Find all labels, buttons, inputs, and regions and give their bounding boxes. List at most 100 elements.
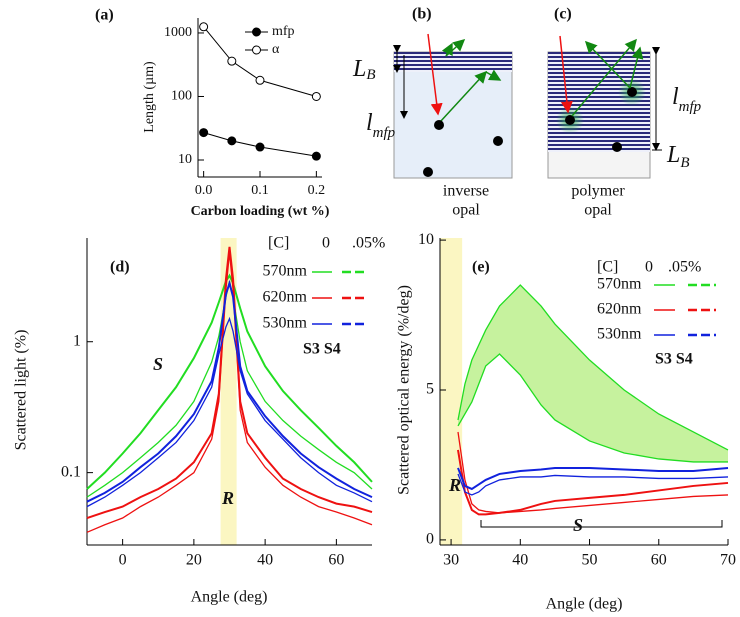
scattered-ray [571,38,637,117]
data-point [255,142,265,152]
data-line [86,316,373,508]
annotation: R [221,488,234,508]
x-axis-label: Angle (deg) [191,589,268,606]
legend-label: 620nm [597,301,642,318]
legend-label: 570nm [263,263,308,280]
scattered-ray [629,46,644,89]
data-point [227,136,237,146]
data-line [203,26,317,97]
scatterer [565,115,575,125]
length-label: LB [352,56,376,84]
x-axis-label: Carbon loading (wt %) [191,204,330,219]
data-line [457,473,729,496]
legend-note: S3 S4 [303,341,341,358]
label-main: L [352,56,366,82]
length-label: LB [666,142,690,172]
diagram-c: (c) lmfp LB polymer opal [547,6,702,219]
data-line [86,279,373,503]
y-tick-label: 5 [426,381,434,398]
legend-marker [252,27,261,37]
legend-header: .05% [352,235,385,252]
x-tick-label: 50 [582,552,598,569]
legend-label: 530nm [597,326,642,343]
x-tick-label: 60 [328,552,344,569]
legend-label: 620nm [263,289,308,306]
annotation: S [573,515,583,535]
legend-label: mfp [272,24,295,39]
legend-label: 530nm [263,315,308,332]
data-line [457,449,729,516]
panel-label: (e) [472,259,490,276]
x-tick-label: 0.0 [195,183,213,198]
caption: polymer [571,183,625,200]
x-tick-label: 40 [512,552,528,569]
annotation: R [448,475,461,495]
length-label: lmfp [672,84,702,116]
opal-layer [394,52,512,72]
legend-header: [C] [597,259,618,276]
scattered-ray [485,69,502,81]
caption: inverse [443,183,489,200]
diagram-b: (b) LB lmfp inverse opal [352,6,513,219]
legend-header: [C] [268,235,289,252]
data-line [203,132,317,157]
scattered-ray [439,70,488,123]
s-bracket [480,520,723,528]
panel-label: (b) [412,6,432,23]
x-axis-label: Angle (deg) [546,596,623,613]
legend-label: α [272,42,280,57]
data-line [457,431,729,514]
scatterer [434,120,444,130]
caption: opal [584,202,612,219]
scattered-ray [441,42,453,57]
scatterer [627,87,637,97]
shaded-region [440,238,463,545]
label-main: l [672,84,679,110]
y-tick-label: 0 [426,531,434,548]
y-tick-label: 1 [73,332,81,349]
caption: opal [452,202,480,219]
data-point [311,151,321,161]
panel-label: (c) [554,6,572,23]
area-fill [458,285,728,462]
y-tick-label: 0.1 [61,463,81,480]
y-tick-label: 1000 [164,25,192,40]
data-line [457,284,729,451]
y-axis-label: Scattered optical energy (%/deg) [396,285,413,495]
data-line [457,466,729,491]
y-tick-label: 10 [178,152,192,167]
label-sub: mfp [679,99,702,115]
x-tick-label: 0.1 [251,183,269,198]
data-point [311,91,321,101]
scatterer [612,142,622,152]
data-point [227,56,237,66]
incident-ray [559,35,573,114]
data-line [86,273,373,490]
data-line [86,246,373,519]
x-tick-label: 0 [119,552,127,569]
x-tick-label: 70 [720,552,736,569]
incident-ray [427,33,443,116]
y-tick-label: 100 [171,89,192,104]
length-label: lmfp [366,110,396,142]
x-tick-label: 60 [651,552,667,569]
legend-header: .05% [668,259,701,276]
x-tick-label: 20 [186,552,202,569]
data-point [199,128,209,138]
label-sub: B [366,67,375,83]
data-point [199,22,209,32]
x-tick-label: 40 [257,552,273,569]
scatterer [493,136,503,146]
legend-label: 570nm [597,276,642,293]
data-point [255,75,265,85]
x-tick-label: 0.2 [308,183,326,198]
legend-marker [252,45,261,55]
label-main: l [366,110,373,136]
chart: 0.1 1 0 20 40 60 Angle (deg) Scattered light (%… [13,235,386,606]
legend-header: 0 [645,259,653,276]
data-line [457,353,728,463]
chart: 10 100 1000 0.0 0.1 0.2 Carbon loading (wt %) L… [95,7,330,220]
panel-label: (a) [95,7,114,24]
